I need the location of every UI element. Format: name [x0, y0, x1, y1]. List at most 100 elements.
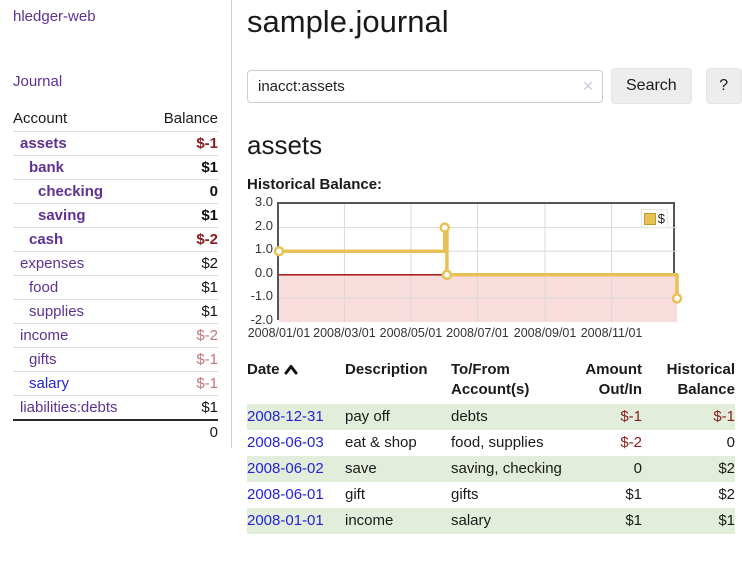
account-heading: assets — [247, 130, 323, 160]
account-link[interactable]: income — [20, 327, 69, 344]
search-form: ✕ Search ? — [247, 68, 742, 104]
column-header-amount[interactable]: Amount Out/In — [585, 361, 642, 398]
register-table: Date Description To/From Account(s) Amou… — [247, 359, 735, 534]
transaction-amount: $1 — [625, 486, 642, 503]
transaction-balance: 0 — [726, 434, 735, 451]
y-axis-tick-label: -2.0 — [250, 312, 273, 327]
account-row: income $-2 — [13, 323, 218, 347]
account-row: expenses $2 — [13, 251, 218, 275]
transaction-description: save — [345, 460, 377, 477]
sidebar-item-journal[interactable]: Journal — [13, 73, 63, 90]
account-balance: $-1 — [196, 375, 218, 392]
table-row: 2008-01-01 income salary $1 $1 — [247, 508, 735, 534]
y-axis-tick-label: 2.0 — [254, 217, 273, 233]
transaction-accounts: gifts — [451, 486, 479, 503]
account-link[interactable]: supplies — [29, 303, 85, 320]
account-balance: $-1 — [196, 351, 218, 368]
account-link[interactable]: cash — [29, 231, 64, 248]
account-row: cash $-2 — [13, 227, 218, 251]
main-content: sample.journal ✕ Search ? assets Histori… — [232, 0, 742, 534]
account-row: salary $-1 — [13, 371, 218, 395]
brand-link[interactable]: hledger-web — [13, 8, 96, 25]
account-link[interactable]: salary — [29, 375, 70, 392]
account-link[interactable]: liabilities:debts — [20, 399, 118, 416]
transaction-date-link[interactable]: 2008-12-31 — [247, 408, 324, 425]
transaction-balance: $1 — [718, 512, 735, 529]
column-header-description[interactable]: Description — [345, 361, 428, 378]
transaction-amount: 0 — [633, 460, 642, 477]
account-row: bank $1 — [13, 155, 218, 179]
transaction-balance: $2 — [718, 460, 735, 477]
account-row: checking 0 — [13, 179, 218, 203]
x-axis-tick-label: 2008/03/01 — [313, 326, 376, 340]
account-row: saving $1 — [13, 203, 218, 227]
y-axis-tick-label: 0.0 — [254, 264, 273, 280]
column-header-balance[interactable]: Historical Balance — [666, 361, 735, 398]
account-balance: $1 — [201, 159, 218, 176]
column-header-account[interactable]: To/From Account(s) — [451, 361, 530, 398]
account-link[interactable]: assets — [20, 135, 67, 152]
account-balance: $1 — [201, 279, 218, 296]
table-row: 2008-12-31 pay off debts $-1 $-1 — [247, 404, 735, 430]
sidebar: hledger-web Journal Account Balance asse… — [0, 0, 232, 448]
accounts-total-value: 0 — [209, 424, 218, 441]
page-title: sample.journal — [247, 4, 449, 39]
chart-title: Historical Balance: — [247, 176, 383, 193]
account-balance: $1 — [201, 399, 218, 416]
accounts-table: Account Balance assets $-1 bank $1 check… — [13, 107, 218, 444]
search-input[interactable] — [247, 69, 603, 103]
account-link[interactable]: food — [29, 279, 59, 296]
account-balance: $-2 — [196, 327, 218, 344]
clear-search-icon[interactable]: ✕ — [582, 77, 594, 94]
x-axis-tick-label: 2008/11/01 — [580, 326, 643, 340]
transaction-amount: $-1 — [620, 408, 642, 425]
table-row: 2008-06-02 save saving, checking 0 $2 — [247, 456, 735, 482]
transaction-balance: $2 — [718, 486, 735, 503]
transaction-description: eat & shop — [345, 434, 417, 451]
column-header-date[interactable]: Date — [247, 359, 345, 404]
chart-legend: $ — [640, 209, 668, 228]
y-axis-tick-label: 3.0 — [254, 194, 273, 209]
account-balance: $1 — [201, 303, 218, 320]
account-balance: $-2 — [196, 231, 218, 248]
account-row: assets $-1 — [13, 131, 218, 155]
transaction-date-link[interactable]: 2008-06-02 — [247, 460, 324, 477]
account-row: supplies $1 — [13, 299, 218, 323]
table-row: 2008-06-01 gift gifts $1 $2 — [247, 482, 735, 508]
app-window: hledger-web Journal Account Balance asse… — [0, 0, 742, 534]
legend-label: $ — [657, 211, 665, 226]
transaction-date-link[interactable]: 2008-06-03 — [247, 434, 324, 451]
transaction-description: pay off — [345, 408, 390, 425]
transaction-accounts: food, supplies — [451, 434, 544, 451]
search-button[interactable]: Search — [611, 68, 692, 104]
sort-ascending-icon — [284, 365, 298, 375]
transaction-description: gift — [345, 486, 366, 503]
x-axis-tick-label: 2008/07/01 — [446, 326, 509, 340]
transaction-accounts: saving, checking — [451, 460, 562, 477]
account-balance: $1 — [201, 207, 218, 224]
account-link[interactable]: gifts — [29, 351, 57, 368]
chart-canvas — [273, 204, 683, 322]
table-row: 2008-06-03 eat & shop food, supplies $-2… — [247, 430, 735, 456]
account-link[interactable]: expenses — [20, 255, 85, 272]
x-axis-tick-label: 2008/09/01 — [513, 326, 577, 340]
accounts-header-account: Account — [13, 110, 68, 127]
account-link[interactable]: checking — [38, 183, 104, 200]
account-row: gifts $-1 — [13, 347, 218, 371]
account-balance: $2 — [201, 255, 218, 272]
transaction-description: income — [345, 512, 394, 529]
chart-plot-area: $ — [273, 202, 683, 322]
transaction-amount: $1 — [625, 512, 642, 529]
y-axis-tick-label: 1.0 — [254, 241, 273, 257]
transaction-balance: $-1 — [713, 408, 735, 425]
x-axis-tick-label: 2008/01/01 — [247, 326, 311, 340]
help-button[interactable]: ? — [705, 68, 742, 104]
transaction-accounts: salary — [451, 512, 492, 529]
transaction-date-link[interactable]: 2008-06-01 — [247, 486, 324, 503]
accounts-header-balance: Balance — [163, 110, 218, 127]
account-link[interactable]: bank — [29, 159, 65, 176]
transaction-date-link[interactable]: 2008-01-01 — [247, 512, 324, 529]
account-link[interactable]: saving — [38, 207, 86, 224]
historical-balance-chart: 3.0 2.0 1.0 0.0 -1.0 -2.0 $ 2008/01/01 2008/03… — [247, 195, 683, 342]
accounts-total-row: 0 — [13, 419, 218, 444]
